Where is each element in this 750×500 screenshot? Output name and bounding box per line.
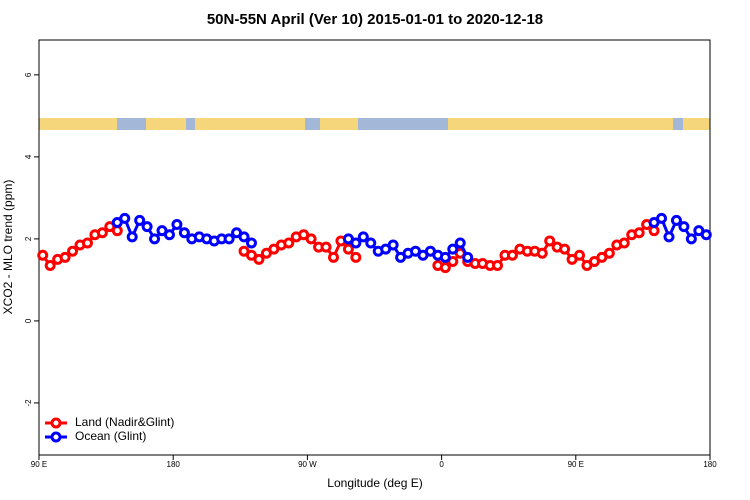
data-point <box>439 262 451 274</box>
data-point <box>350 251 362 263</box>
data-point <box>685 233 697 245</box>
legend-label: Land (Nadir&Glint) <box>75 415 174 429</box>
data-point <box>663 231 675 243</box>
map-strip <box>39 118 710 130</box>
chart-title: 50N-55N April (Ver 10) 2015-01-01 to 202… <box>207 11 543 28</box>
data-point <box>350 237 362 249</box>
x-tick-label: 180 <box>703 460 717 469</box>
data-point <box>536 247 548 259</box>
data-point <box>544 235 556 247</box>
data-point <box>574 249 586 261</box>
data-point <box>462 251 474 263</box>
x-tick-label: 0 <box>439 460 444 469</box>
data-point <box>559 243 571 255</box>
data-point <box>492 260 504 272</box>
data-point <box>327 251 339 263</box>
data-point <box>141 221 153 233</box>
data-point <box>670 214 682 226</box>
data-point <box>633 227 645 239</box>
x-tick-label: 90 E <box>568 460 584 469</box>
data-point <box>365 237 377 249</box>
data-point <box>134 214 146 226</box>
data-point <box>603 247 615 259</box>
legend-marker <box>50 417 62 429</box>
plot-box <box>38 39 711 456</box>
data-point <box>126 231 138 243</box>
x-tick-label: 90 W <box>298 460 317 469</box>
data-point <box>506 249 518 261</box>
data-point <box>387 239 399 251</box>
y-tick-label: 2 <box>24 236 33 241</box>
y-tick-label: 6 <box>24 72 33 77</box>
x-tick-label: 180 <box>167 460 181 469</box>
data-point <box>37 249 49 261</box>
data-point <box>245 237 257 249</box>
legend-label: Ocean (Glint) <box>75 429 146 443</box>
data-point <box>119 212 131 224</box>
y-tick-label: 0 <box>24 318 33 323</box>
data-point <box>238 231 250 243</box>
data-point <box>678 221 690 233</box>
data-point <box>305 233 317 245</box>
data-point <box>223 233 235 245</box>
data-point <box>149 233 161 245</box>
x-tick-label: 90 E <box>31 460 47 469</box>
data-point <box>342 243 354 255</box>
data-point <box>283 237 295 249</box>
data-point <box>700 229 712 241</box>
data-point <box>439 251 451 263</box>
y-axis-label: XCO2 - MLO trend (ppm) <box>1 180 15 315</box>
y-tick-label: -2 <box>24 399 33 407</box>
data-point <box>178 227 190 239</box>
data-point <box>320 241 332 253</box>
x-axis-label: Longitude (deg E) <box>327 476 422 490</box>
data-point <box>67 245 79 257</box>
data-point <box>454 237 466 249</box>
data-point <box>96 227 108 239</box>
data-point <box>163 229 175 241</box>
data-point <box>357 231 369 243</box>
y-tick-label: 4 <box>24 154 33 159</box>
data-point <box>81 237 93 249</box>
data-point <box>59 251 71 263</box>
data-point <box>656 212 668 224</box>
data-point <box>253 253 265 265</box>
data-point <box>618 237 630 249</box>
data-point <box>171 219 183 231</box>
data-point <box>44 260 56 272</box>
data-point <box>447 243 459 255</box>
legend-marker <box>50 431 62 443</box>
